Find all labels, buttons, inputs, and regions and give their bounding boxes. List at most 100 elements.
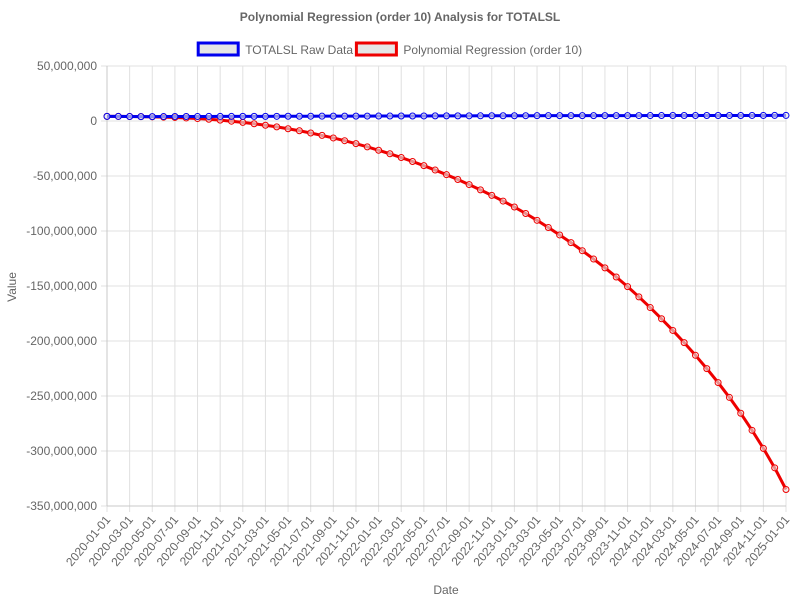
data-point xyxy=(205,112,213,120)
data-point xyxy=(239,118,247,126)
data-point xyxy=(703,365,711,373)
data-point xyxy=(691,112,699,120)
data-point xyxy=(363,112,371,120)
data-point xyxy=(703,112,711,119)
data-point xyxy=(522,112,530,120)
data-point xyxy=(737,111,745,119)
y-tick-label: 0 xyxy=(90,114,97,128)
data-point xyxy=(227,112,235,120)
data-point xyxy=(725,111,733,119)
data-point xyxy=(386,112,394,120)
data-point xyxy=(375,146,383,154)
data-point xyxy=(352,112,360,120)
data-point xyxy=(533,112,541,120)
data-point xyxy=(680,339,688,347)
data-point xyxy=(510,203,518,211)
data-point xyxy=(771,111,779,119)
data-point xyxy=(737,409,745,417)
data-point xyxy=(476,112,484,120)
chart-title: Polynomial Regression (order 10) Analysi… xyxy=(240,10,561,24)
data-point xyxy=(284,125,292,133)
data-point xyxy=(284,112,292,120)
series-raw-data xyxy=(103,111,790,121)
data-point xyxy=(194,112,202,120)
legend-swatch xyxy=(196,41,240,57)
data-point xyxy=(759,111,767,119)
y-axis-title: Value xyxy=(5,272,19,302)
data-point xyxy=(590,255,598,263)
data-point xyxy=(624,283,632,291)
data-point xyxy=(669,326,677,334)
data-point xyxy=(250,120,258,128)
data-point xyxy=(759,444,767,452)
data-point xyxy=(397,112,405,120)
data-point xyxy=(782,111,790,119)
data-point xyxy=(182,112,190,120)
data-point xyxy=(431,166,439,174)
data-point xyxy=(646,112,654,120)
data-point xyxy=(771,464,779,472)
data-point xyxy=(635,112,643,120)
grid xyxy=(101,65,787,512)
data-point xyxy=(295,127,303,135)
data-point xyxy=(239,112,247,120)
data-point xyxy=(646,304,654,312)
data-point xyxy=(352,140,360,148)
y-tick-label: -350,000,000 xyxy=(26,499,97,513)
data-point xyxy=(748,426,756,434)
data-point xyxy=(465,181,473,189)
data-point xyxy=(318,112,326,120)
data-point xyxy=(329,134,337,142)
data-point xyxy=(454,176,462,184)
series-layer xyxy=(103,111,790,493)
y-tick-label: -150,000,000 xyxy=(26,279,97,293)
data-point xyxy=(612,112,620,120)
legend-swatch xyxy=(354,41,398,57)
y-tick-label: -200,000,000 xyxy=(26,334,97,348)
data-point xyxy=(669,112,677,120)
data-point xyxy=(499,197,507,205)
y-axis: 50,000,000 0 -50,000,000 -100,000,000 -150,0… xyxy=(26,59,97,513)
data-point xyxy=(635,293,643,301)
data-point xyxy=(658,112,666,120)
data-point xyxy=(556,112,564,120)
legend-item[interactable]: TOTALSL Raw Data xyxy=(196,41,353,57)
data-point xyxy=(578,247,586,255)
data-point xyxy=(578,112,586,120)
data-point xyxy=(714,111,722,119)
data-point xyxy=(126,112,134,120)
data-point xyxy=(341,112,349,120)
data-point xyxy=(318,131,326,139)
data-point xyxy=(137,113,145,121)
data-point xyxy=(171,113,179,121)
data-point xyxy=(420,162,428,170)
x-axis: 2020-01-012020-03-012020-05-012020-07-01… xyxy=(63,513,792,569)
legend-label: TOTALSL Raw Data xyxy=(245,43,353,57)
data-point xyxy=(216,112,224,120)
data-point xyxy=(114,112,122,120)
data-point xyxy=(454,112,462,120)
x-axis-title: Date xyxy=(433,583,459,597)
data-point xyxy=(544,223,552,231)
data-point xyxy=(601,264,609,272)
legend: TOTALSL Raw Data Polynomial Regression (o… xyxy=(196,41,582,57)
data-point xyxy=(624,112,632,120)
data-point xyxy=(680,112,688,120)
legend-item[interactable]: Polynomial Regression (order 10) xyxy=(354,41,582,57)
data-point xyxy=(148,113,156,121)
data-point xyxy=(273,112,281,120)
data-point xyxy=(499,112,507,120)
data-point xyxy=(658,315,666,323)
data-point xyxy=(341,137,349,145)
data-point xyxy=(556,231,564,239)
data-point xyxy=(782,486,790,493)
y-tick-label: -100,000,000 xyxy=(26,224,97,238)
data-point xyxy=(544,112,552,120)
legend-label: Polynomial Regression (order 10) xyxy=(403,43,582,57)
data-point xyxy=(488,191,496,199)
data-point xyxy=(295,112,303,120)
data-point xyxy=(567,239,575,247)
data-point xyxy=(273,123,281,131)
